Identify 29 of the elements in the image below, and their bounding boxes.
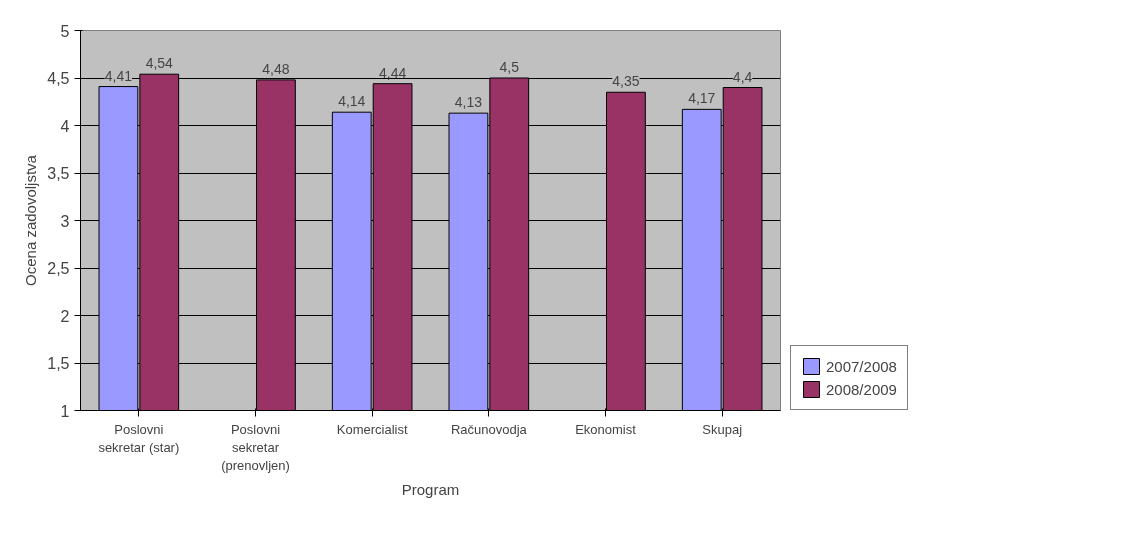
y-tick-label: 2,5 (47, 260, 70, 277)
data-label: 4,41 (104, 67, 133, 84)
data-label: 4,5 (499, 59, 520, 75)
data-label: 4,13 (454, 94, 483, 111)
x-axis-title: Program (401, 480, 460, 498)
y-tick-label: 5 (60, 22, 70, 40)
data-label: 4,17 (688, 90, 716, 107)
y-axis-title: Ocena zadovoljstva (22, 154, 40, 286)
x-tick-label: Ekonomist (575, 421, 637, 437)
legend-label: 2007/2008 (826, 357, 897, 375)
y-tick-label: 2 (60, 307, 70, 325)
y-tick-label: 4,5 (47, 70, 70, 87)
data-label: 4,35 (612, 73, 640, 90)
data-label: 4,54 (145, 55, 174, 72)
y-tick-label: 3 (60, 212, 70, 230)
y-tick-label: 1 (60, 402, 70, 420)
data-label: 4,48 (262, 60, 290, 77)
data-label: 4,14 (338, 93, 366, 110)
y-tick-label: 4 (60, 117, 70, 135)
x-tick-label: Poslovni sekretar (prenovljen) (221, 421, 290, 473)
data-label: 4,44 (378, 64, 407, 81)
legend-label: 2008/2009 (826, 380, 897, 398)
x-tick-label: Komercialist (336, 421, 408, 437)
data-label: 4,4 (732, 68, 753, 85)
x-tick-label: Poslovni sekretar (star) (98, 421, 180, 455)
y-tick-label: 3,5 (47, 165, 70, 182)
x-tick-label: Računovodja (450, 421, 528, 437)
x-tick-label: Skupaj (702, 421, 743, 437)
y-tick-label: 1,5 (47, 355, 70, 372)
